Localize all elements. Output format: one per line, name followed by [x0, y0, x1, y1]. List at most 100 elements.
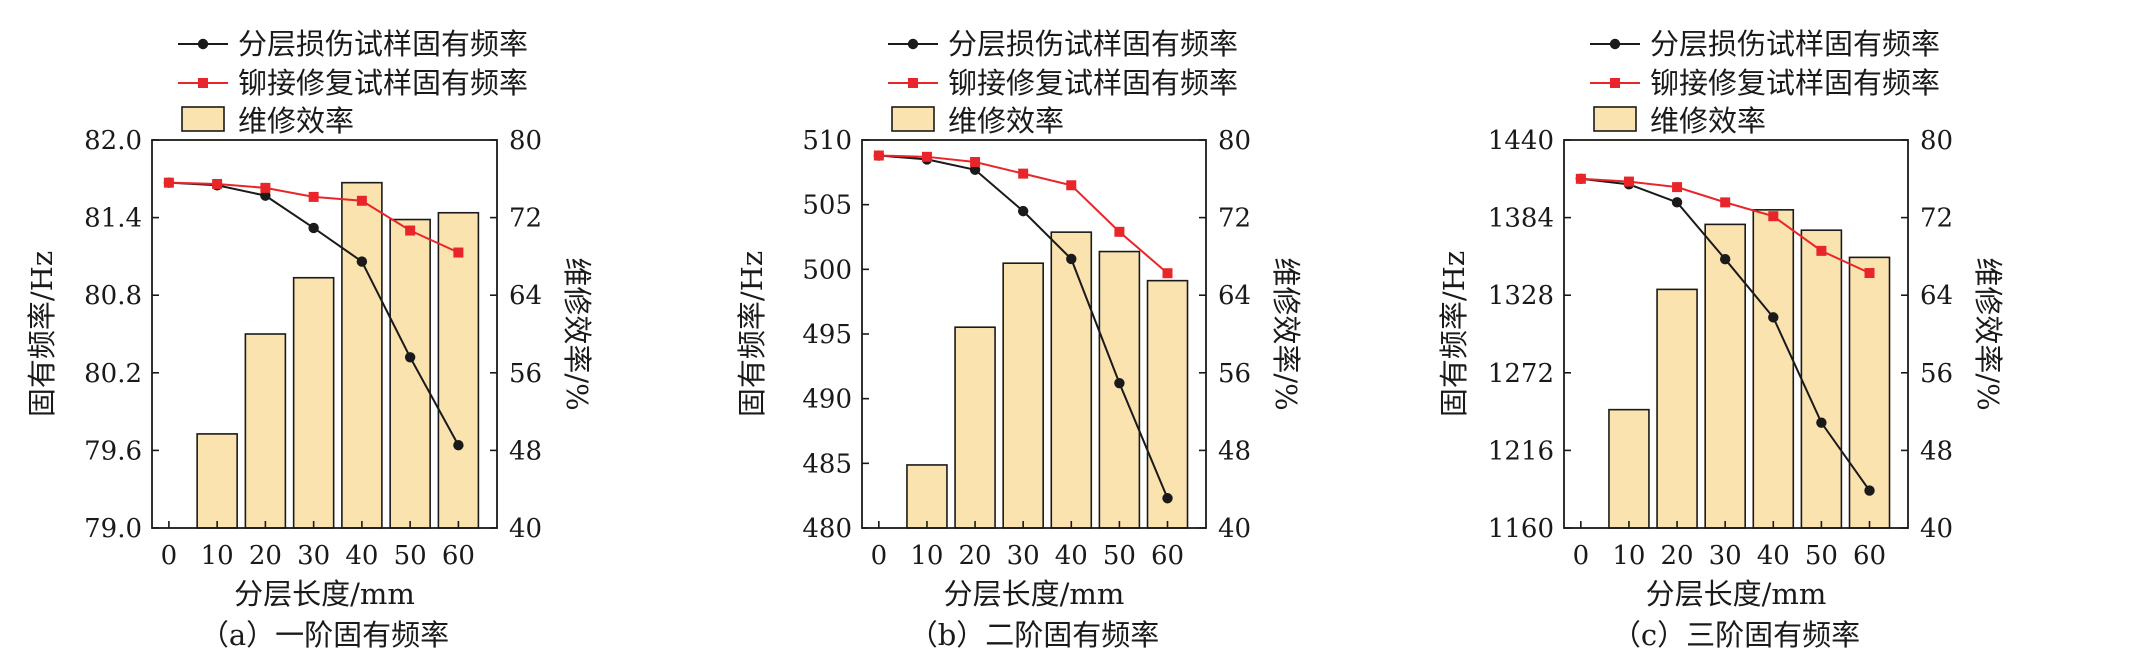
figure-caption: （a）一阶固有频率 [200, 618, 449, 652]
point-repaired [1720, 197, 1731, 208]
legend-marker-repaired [908, 78, 918, 88]
point-repaired [356, 195, 367, 206]
point-damaged [404, 352, 416, 363]
x-axis-title: 分层长度/mm [234, 577, 415, 611]
x-tick-label: 50 [1805, 541, 1838, 571]
y2-tick-label: 48 [1920, 436, 1953, 466]
bar [1752, 209, 1795, 529]
x-tick-label: 50 [394, 541, 427, 571]
point-repaired [1672, 182, 1683, 193]
x-tick-label: 50 [1103, 541, 1136, 571]
point-damaged [356, 256, 368, 267]
point-repaired [1816, 245, 1827, 256]
point-repaired [405, 225, 416, 236]
legend-marker-repaired [198, 78, 208, 88]
point-damaged [1162, 493, 1173, 504]
figure-caption: （c）三阶固有频率 [1612, 618, 1860, 652]
y-tick-label: 1216 [1488, 436, 1554, 466]
bar [906, 464, 948, 529]
y-tick-label: 81.4 [84, 204, 142, 234]
legend-marker-damaged [1609, 38, 1621, 50]
point-damaged [453, 440, 464, 451]
y2-tick-label: 72 [1920, 204, 1953, 234]
y2-tick-label: 80 [1920, 126, 1953, 156]
point-repaired [970, 156, 981, 167]
plot-frame [1563, 139, 1909, 529]
x-tick-label: 30 [297, 541, 330, 571]
x-tick-label: 60 [1853, 541, 1886, 571]
chart-panel-2: 480 485 490 495 500 505 510 40 48 56 64 72 80 0 10 20 30… [735, 27, 1303, 652]
legend-label-repaired: 铆接修复试样固有频率 [1650, 66, 1940, 100]
legend-marker-damaged [197, 38, 209, 50]
y2-axis-title: 维修效率/% [560, 257, 594, 410]
y-tick-label: 1328 [1488, 281, 1554, 311]
point-damaged [308, 222, 319, 234]
y-tick-label: 480 [802, 514, 852, 544]
y2-tick-label: 40 [509, 514, 542, 544]
y-tick-label: 1272 [1488, 359, 1554, 389]
y-tick-label: 1384 [1488, 204, 1554, 234]
y2-tick-label: 80 [1218, 126, 1251, 156]
point-repaired [1066, 180, 1077, 191]
legend-label-bars: 维修效率 [238, 104, 354, 138]
y-tick-label: 485 [802, 449, 852, 479]
point-repaired [1768, 211, 1779, 222]
y-axis-title: 固有频率/Hz [25, 251, 59, 417]
x-tick-label: 60 [1151, 541, 1184, 571]
point-repaired [873, 150, 884, 161]
bar [1848, 256, 1891, 529]
x-axis-title: 分层长度/mm [944, 577, 1125, 611]
legend-swatch-bars [181, 106, 225, 132]
point-damaged [1719, 253, 1731, 265]
y2-tick-label: 64 [509, 281, 542, 311]
y-tick-label: 495 [802, 320, 852, 350]
y2-tick-label: 80 [509, 126, 542, 156]
y2-tick-label: 64 [1218, 281, 1251, 311]
bar [196, 433, 238, 529]
y2-tick-label: 72 [1218, 204, 1251, 234]
y2-axis-title: 维修效率/% [1269, 257, 1303, 410]
x-tick-label: 0 [871, 541, 888, 571]
x-tick-label: 0 [161, 541, 178, 571]
x-tick-label: 60 [442, 541, 475, 571]
point-repaired [1623, 176, 1634, 187]
point-repaired [1864, 268, 1875, 279]
y2-tick-label: 72 [509, 204, 542, 234]
legend-label-bars: 维修效率 [1650, 104, 1766, 138]
figure-caption: （b）二阶固有频率 [909, 618, 1160, 652]
x-tick-label: 20 [1661, 541, 1694, 571]
chart-panel-1: 79.0 79.6 80.2 80.8 81.4 82.0 40 48 56 64 72 80 0 10 2… [25, 27, 594, 652]
point-repaired [1114, 226, 1125, 237]
y2-tick-label: 64 [1920, 281, 1953, 311]
x-tick-label: 20 [249, 541, 282, 571]
bar [954, 326, 996, 529]
bar [1704, 223, 1746, 529]
bar [244, 333, 287, 529]
point-repaired [453, 247, 464, 258]
chart-panel-3: 1160 1216 1272 1328 1384 1440 40 48 56 64 72 80 0 10 2… [1437, 27, 2005, 652]
point-damaged [969, 164, 981, 175]
bar [292, 276, 335, 529]
y-tick-label: 1440 [1488, 126, 1554, 156]
plot-frame [151, 139, 498, 529]
x-tick-label: 30 [1709, 541, 1742, 571]
y-tick-label: 82.0 [84, 126, 142, 156]
x-tick-label: 10 [910, 541, 943, 571]
y-axis-title: 固有频率/Hz [1437, 251, 1471, 417]
y-axis-title: 固有频率/Hz [735, 251, 769, 417]
point-damaged [1017, 205, 1029, 217]
bar [1800, 229, 1843, 529]
point-damaged [1114, 377, 1125, 389]
x-tick-label: 40 [1757, 541, 1790, 571]
bar [1098, 250, 1141, 529]
legend-marker-damaged [907, 38, 919, 50]
bar [437, 211, 480, 529]
point-damaged [1864, 485, 1875, 496]
y-tick-label: 79.0 [84, 514, 142, 544]
legend-label-repaired: 铆接修复试样固有频率 [238, 66, 528, 100]
point-repaired [212, 178, 223, 189]
x-tick-label: 10 [201, 541, 234, 571]
